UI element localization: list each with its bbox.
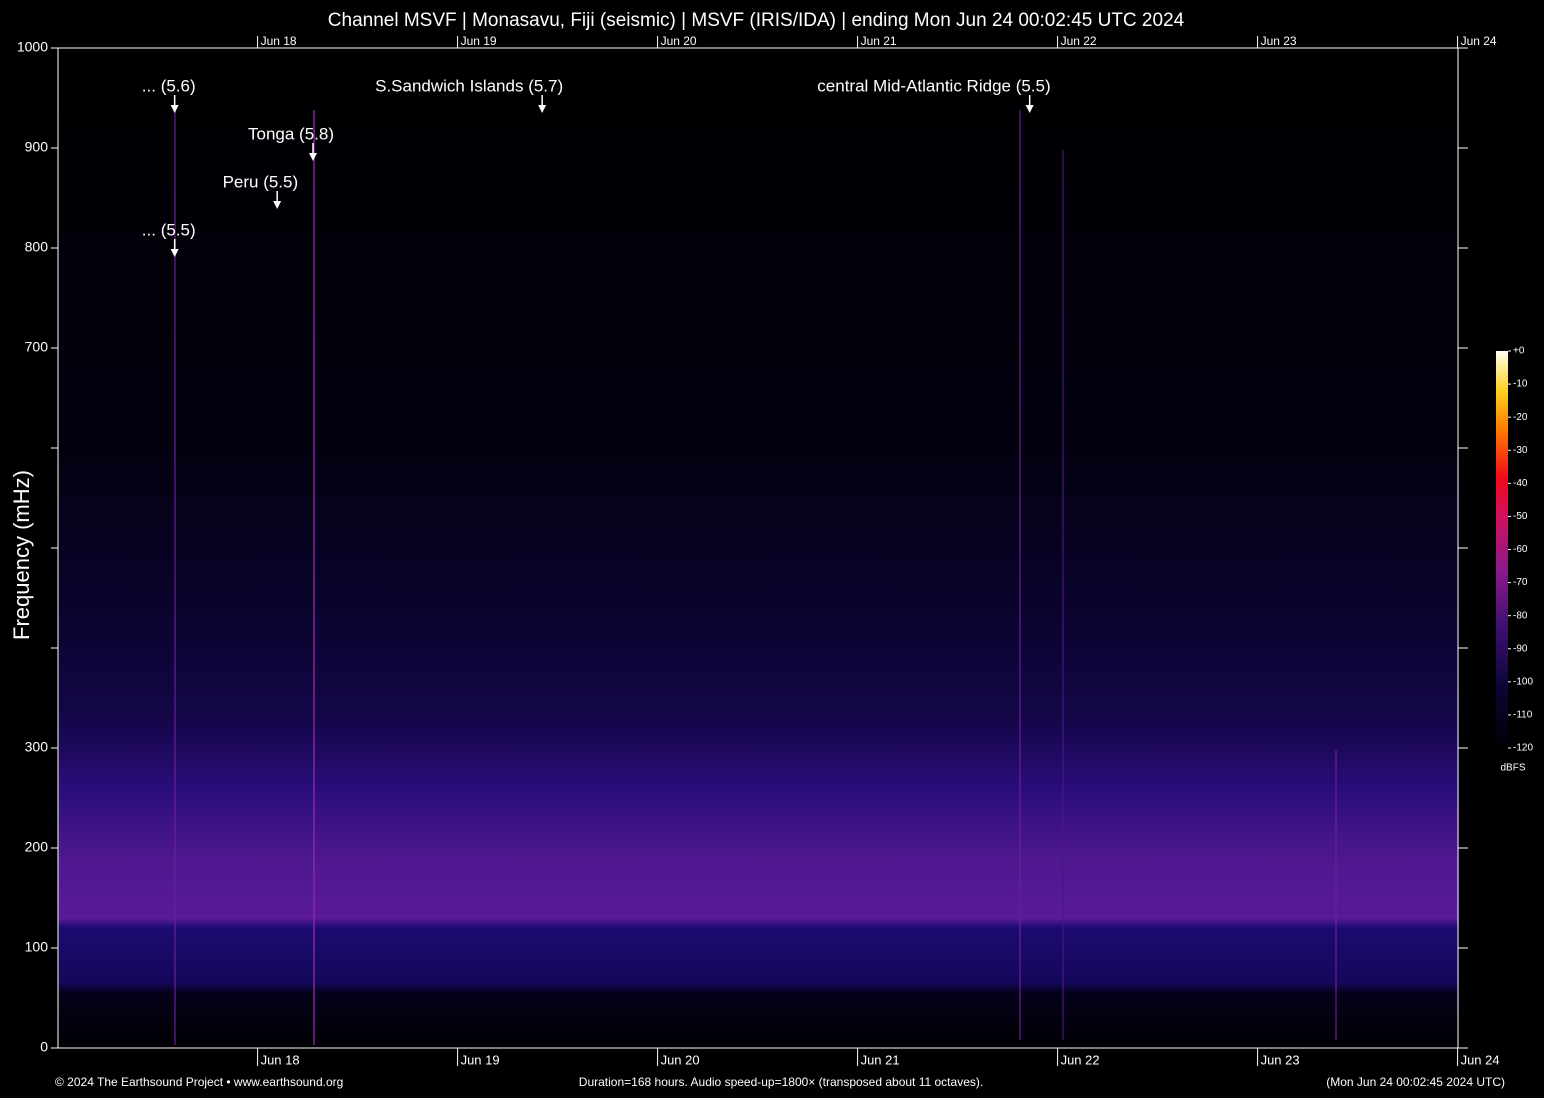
y-tick-label: 0 xyxy=(40,1039,48,1055)
annotation-label: Tonga (5.8) xyxy=(248,124,334,143)
annotation-label: ... (5.5) xyxy=(142,220,196,239)
x-tick-label-top: Jun 23 xyxy=(1261,34,1297,48)
annotation-label: central Mid-Atlantic Ridge (5.5) xyxy=(817,76,1050,95)
y-tick-label: 100 xyxy=(25,939,49,955)
x-tick-label: Jun 24 xyxy=(1461,1052,1500,1067)
colorbar-tick-label: -90 xyxy=(1513,643,1528,654)
x-tick-label: Jun 20 xyxy=(661,1052,700,1067)
x-tick-label: Jun 18 xyxy=(261,1052,300,1067)
annotation-arrowhead xyxy=(538,105,547,113)
footer-left: © 2024 The Earthsound Project • www.eart… xyxy=(55,1075,343,1089)
event-streaks xyxy=(174,110,1337,1045)
y-tick-label: 700 xyxy=(25,339,49,355)
y-tick-label: 200 xyxy=(25,839,49,855)
x-tick-label-top: Jun 19 xyxy=(461,34,497,48)
x-tick-label: Jun 21 xyxy=(861,1052,900,1067)
x-tick-label-top: Jun 18 xyxy=(261,34,297,48)
colorbar-tick-label: -100 xyxy=(1513,676,1533,687)
x-tick-label-top: Jun 22 xyxy=(1061,34,1097,48)
y-tick-label: 300 xyxy=(25,739,49,755)
x-tick-label-top: Jun 24 xyxy=(1461,34,1497,48)
y-tick-label: 900 xyxy=(25,139,49,155)
annotation-arrowhead xyxy=(170,105,179,113)
x-tick-label-top: Jun 20 xyxy=(661,34,697,48)
colorbar-tick-label: -70 xyxy=(1513,577,1528,588)
colorbar-tick-label: -110 xyxy=(1513,710,1533,721)
annotation-arrowhead xyxy=(170,249,179,257)
annotation-label: S.Sandwich Islands (5.7) xyxy=(375,76,563,95)
annotation-label: Peru (5.5) xyxy=(223,172,299,191)
colorbar-tick-label: +0 xyxy=(1513,346,1525,357)
spectrogram-image xyxy=(58,48,1458,1048)
colorbar-label: dBFS xyxy=(1500,763,1525,774)
annotation-label: ... (5.6) xyxy=(142,76,196,95)
footer-right: (Mon Jun 24 00:02:45 2024 UTC) xyxy=(1326,1075,1505,1089)
colorbar-tick-label: -10 xyxy=(1513,379,1528,390)
x-tick-label: Jun 22 xyxy=(1061,1052,1100,1067)
footer-center: Duration=168 hours. Audio speed-up=1800×… xyxy=(579,1075,983,1089)
colorbar-tick-label: -120 xyxy=(1513,743,1533,754)
colorbar-tick-label: -30 xyxy=(1513,445,1528,456)
colorbar-tick-label: -20 xyxy=(1513,412,1528,423)
annotation-arrowhead xyxy=(273,201,282,209)
x-tick-label-top: Jun 21 xyxy=(861,34,897,48)
annotation-arrowhead xyxy=(309,153,317,161)
y-tick-label: 1000 xyxy=(17,39,48,55)
x-tick-label: Jun 23 xyxy=(1261,1052,1300,1067)
colorbar-tick-label: -50 xyxy=(1513,511,1528,522)
y-axis-label: Frequency (mHz) xyxy=(9,470,34,640)
colorbar-tick-label: -60 xyxy=(1513,544,1528,555)
colorbar xyxy=(1496,351,1508,748)
colorbar-tick-label: -80 xyxy=(1513,610,1528,621)
colorbar-tick-label: -40 xyxy=(1513,478,1528,489)
y-tick-label: 800 xyxy=(25,239,49,255)
annotation-arrowhead xyxy=(1025,105,1034,113)
chart-title: Channel MSVF | Monasavu, Fiji (seismic) … xyxy=(328,10,1185,31)
x-tick-label: Jun 19 xyxy=(461,1052,500,1067)
